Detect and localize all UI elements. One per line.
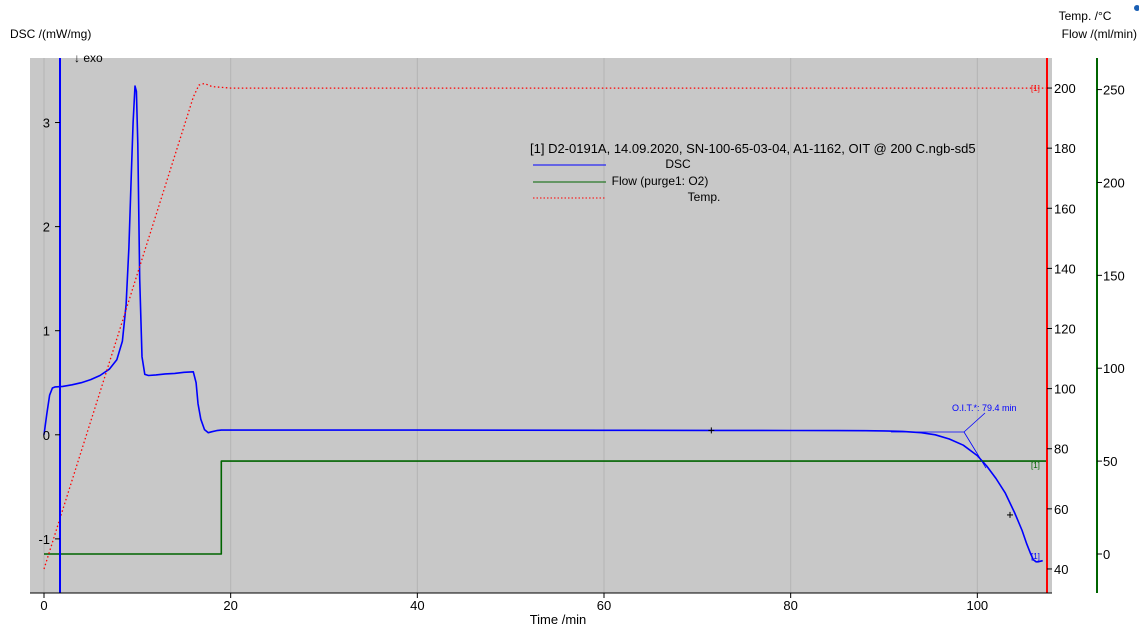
temp-tick-label: 120 xyxy=(1054,322,1076,337)
x-tick-label: 20 xyxy=(223,598,237,613)
info-dot-icon xyxy=(1134,5,1139,11)
temp-tick-label: 140 xyxy=(1054,261,1076,276)
temp-axis-label: Temp. /°C xyxy=(1059,9,1112,23)
dsc-tick-label: 1 xyxy=(43,324,50,339)
temp-tick-label: 160 xyxy=(1054,201,1076,216)
legend-entry-temp: Temp. xyxy=(688,190,721,204)
flow-tick-label: 200 xyxy=(1103,175,1125,190)
oit-slope-tangent xyxy=(963,431,987,469)
plot-area xyxy=(30,58,1052,593)
temp-tick-label: 100 xyxy=(1054,382,1076,397)
temp-tick-label: 60 xyxy=(1054,502,1068,517)
temp-tick-label: 180 xyxy=(1054,141,1076,156)
dsc-end-label: [1] xyxy=(1031,552,1040,561)
x-tick-label: 100 xyxy=(966,598,988,613)
dsc-tick-label: 0 xyxy=(43,428,50,443)
temp-tick-label: 40 xyxy=(1054,562,1068,577)
series-line-temp xyxy=(43,82,1048,570)
dsc-axis-label: DSC /(mW/mg) xyxy=(10,27,91,41)
legend-header: [1] D2-0191A, 14.09.2020, SN-100-65-03-0… xyxy=(530,141,976,156)
legend-entry-flow: Flow (purge1: O2) xyxy=(612,174,709,188)
x-tick-label: 0 xyxy=(40,598,47,613)
flow-tick-label: 100 xyxy=(1103,361,1125,376)
series-line-flow-purge1-o2 xyxy=(44,460,1048,555)
dsc-tick-label: 3 xyxy=(43,116,50,131)
temp-end-label: [1] xyxy=(1031,84,1040,93)
flow-tick-label: 250 xyxy=(1103,83,1125,98)
flow-tick-label: 50 xyxy=(1103,454,1117,469)
temp-tick-label: 200 xyxy=(1054,81,1076,96)
oit-annotation: O.I.T.*: 79.4 min xyxy=(891,403,1017,469)
flow-axis-label: Flow /(ml/min) xyxy=(1062,27,1137,41)
flow-end-label: [1] xyxy=(1031,461,1040,470)
exo-label: ↓ exo xyxy=(74,51,103,65)
legend-entry-dsc: DSC xyxy=(665,157,691,171)
oit-label: O.I.T.*: 79.4 min xyxy=(952,403,1017,413)
x-tick-label: 40 xyxy=(410,598,424,613)
temp-tick-label: 80 xyxy=(1054,442,1068,457)
x-axis-label: Time /min xyxy=(530,612,587,627)
flow-tick-label: 0 xyxy=(1103,547,1110,562)
dsc-tick-label: 2 xyxy=(43,220,50,235)
x-tick-label: 60 xyxy=(597,598,611,613)
tick-layer: 0 20 40 60 80 100 -1 0 1 2 3 40 60 80 100 120 140 160 180 2… xyxy=(38,81,1124,613)
oit-leader-line xyxy=(963,412,986,433)
x-tick-label: 80 xyxy=(783,598,797,613)
flow-tick-label: 150 xyxy=(1103,268,1125,283)
dsc-tick-label: -1 xyxy=(38,532,50,547)
grid xyxy=(43,58,978,593)
legend: [1] D2-0191A, 14.09.2020, SN-100-65-03-0… xyxy=(530,141,976,204)
